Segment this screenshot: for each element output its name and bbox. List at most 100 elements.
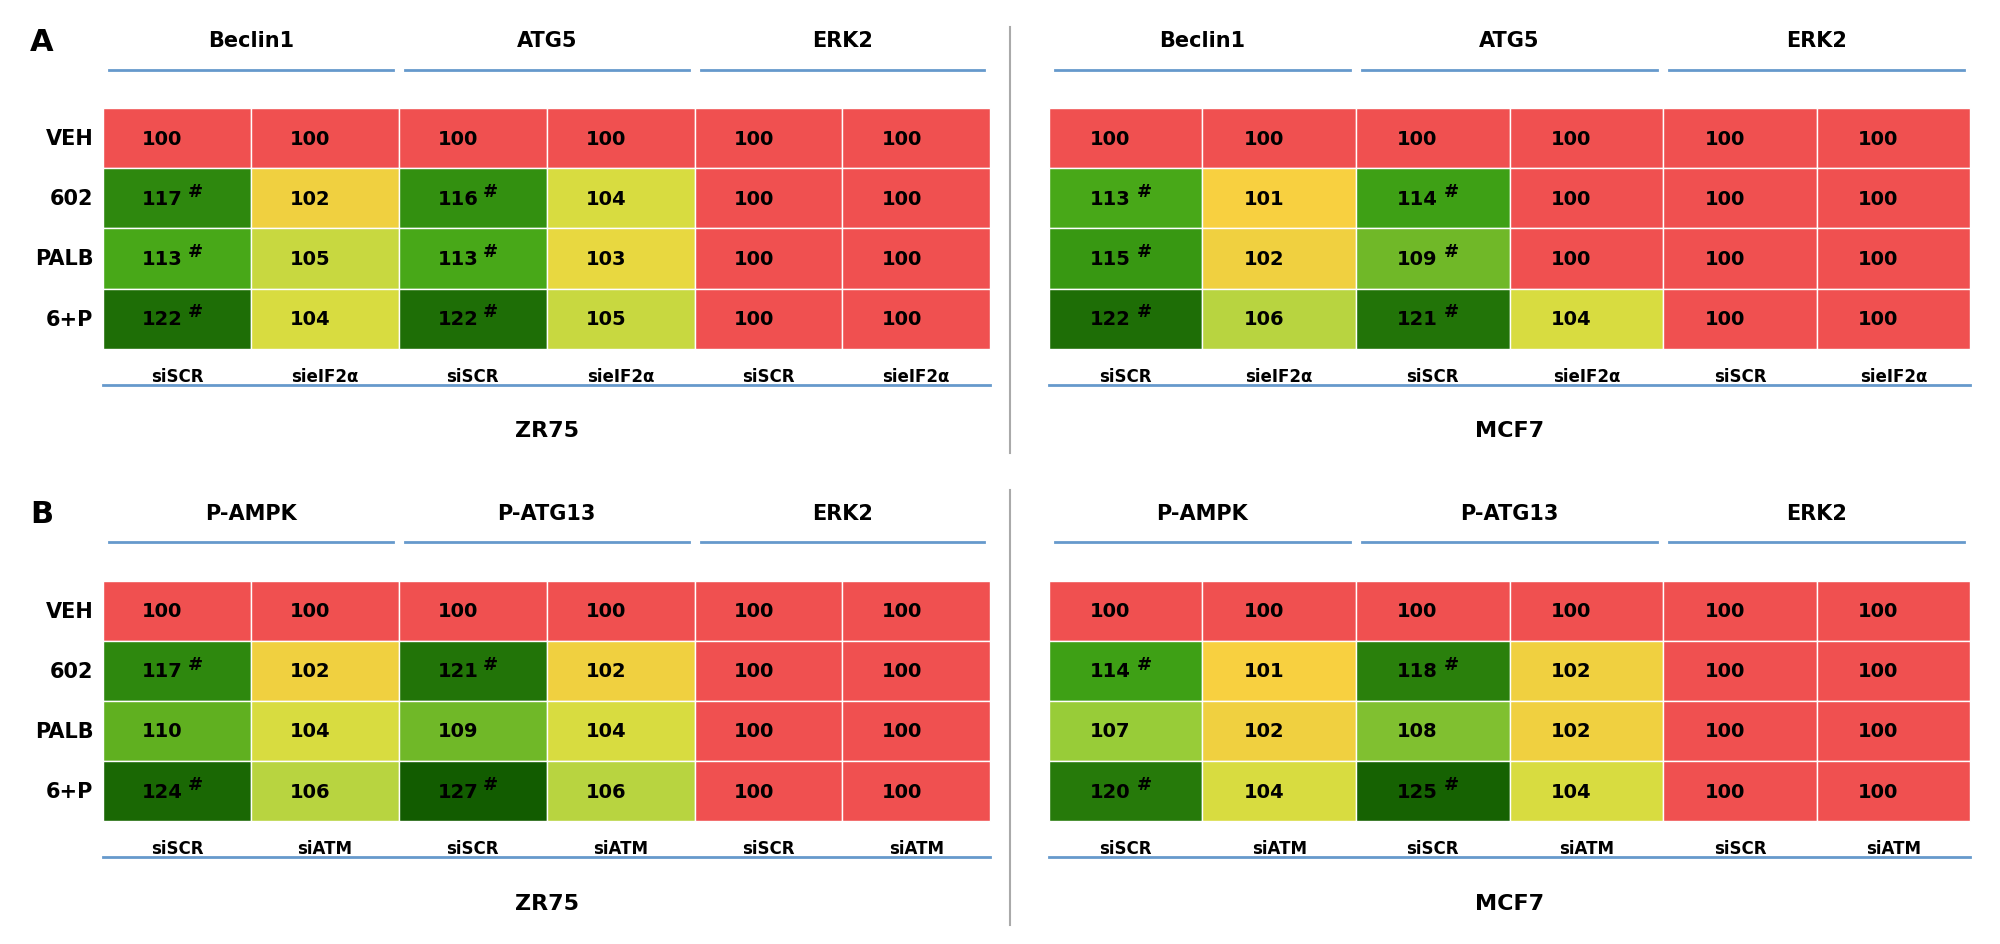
FancyBboxPatch shape: [1048, 169, 1202, 229]
FancyBboxPatch shape: [252, 641, 398, 701]
FancyBboxPatch shape: [104, 229, 252, 289]
FancyBboxPatch shape: [1048, 229, 1202, 289]
FancyBboxPatch shape: [1816, 761, 1970, 821]
Text: siSCR: siSCR: [1100, 367, 1152, 385]
FancyBboxPatch shape: [694, 289, 842, 349]
FancyBboxPatch shape: [1510, 582, 1664, 641]
FancyBboxPatch shape: [398, 229, 546, 289]
FancyBboxPatch shape: [842, 289, 990, 349]
FancyBboxPatch shape: [1816, 582, 1970, 641]
Text: P-AMPK: P-AMPK: [1156, 503, 1248, 523]
Text: 106: 106: [586, 782, 626, 801]
Text: #: #: [1136, 183, 1152, 201]
FancyBboxPatch shape: [252, 289, 398, 349]
FancyBboxPatch shape: [842, 641, 990, 701]
Text: 100: 100: [1704, 190, 1744, 209]
Text: 100: 100: [1704, 662, 1744, 681]
Text: 100: 100: [734, 782, 774, 801]
Text: 117: 117: [142, 190, 182, 209]
FancyBboxPatch shape: [1816, 641, 1970, 701]
FancyBboxPatch shape: [1048, 761, 1202, 821]
Text: #: #: [1136, 775, 1152, 793]
FancyBboxPatch shape: [1202, 110, 1356, 169]
FancyBboxPatch shape: [546, 229, 694, 289]
Text: 102: 102: [1550, 662, 1592, 681]
Text: 122: 122: [1090, 310, 1130, 329]
FancyBboxPatch shape: [694, 169, 842, 229]
Text: 100: 100: [734, 662, 774, 681]
FancyBboxPatch shape: [1664, 289, 1816, 349]
Text: ATG5: ATG5: [1480, 31, 1540, 51]
FancyBboxPatch shape: [398, 641, 546, 701]
Text: Beclin1: Beclin1: [1160, 31, 1246, 51]
Text: P-ATG13: P-ATG13: [498, 503, 596, 523]
FancyBboxPatch shape: [1048, 701, 1202, 761]
Text: #: #: [1136, 243, 1152, 261]
FancyBboxPatch shape: [252, 701, 398, 761]
Text: 100: 100: [1398, 129, 1438, 148]
Text: VEH: VEH: [46, 601, 94, 621]
FancyBboxPatch shape: [1510, 641, 1664, 701]
Text: 100: 100: [1704, 250, 1744, 269]
FancyBboxPatch shape: [1664, 641, 1816, 701]
Text: 104: 104: [586, 190, 626, 209]
Text: 102: 102: [1244, 250, 1284, 269]
Text: 100: 100: [1858, 662, 1898, 681]
Text: #: #: [484, 183, 498, 201]
Text: 109: 109: [438, 722, 478, 741]
FancyBboxPatch shape: [1356, 169, 1510, 229]
Text: #: #: [484, 655, 498, 673]
Text: 113: 113: [438, 250, 478, 269]
Text: ERK2: ERK2: [812, 503, 872, 523]
FancyBboxPatch shape: [1202, 761, 1356, 821]
Text: #: #: [484, 303, 498, 321]
FancyBboxPatch shape: [1202, 289, 1356, 349]
Text: 6+P: 6+P: [46, 310, 94, 329]
Text: 100: 100: [734, 190, 774, 209]
Text: 114: 114: [1090, 662, 1130, 681]
Text: 107: 107: [1090, 722, 1130, 741]
Text: siSCR: siSCR: [1406, 367, 1460, 385]
FancyBboxPatch shape: [1356, 229, 1510, 289]
Text: 104: 104: [290, 310, 330, 329]
FancyBboxPatch shape: [694, 761, 842, 821]
Text: ATG5: ATG5: [516, 31, 578, 51]
FancyBboxPatch shape: [1356, 110, 1510, 169]
Text: 104: 104: [1550, 782, 1592, 801]
Text: 100: 100: [586, 601, 626, 620]
FancyBboxPatch shape: [1510, 289, 1664, 349]
Text: 108: 108: [1398, 722, 1438, 741]
FancyBboxPatch shape: [398, 289, 546, 349]
FancyBboxPatch shape: [252, 582, 398, 641]
Text: A: A: [30, 27, 54, 57]
Text: sieIF2α: sieIF2α: [586, 367, 654, 385]
Text: 117: 117: [142, 662, 182, 681]
Text: 100: 100: [882, 310, 922, 329]
Text: siSCR: siSCR: [742, 839, 794, 857]
Text: ZR75: ZR75: [514, 893, 578, 913]
FancyBboxPatch shape: [842, 761, 990, 821]
FancyBboxPatch shape: [1816, 229, 1970, 289]
FancyBboxPatch shape: [398, 169, 546, 229]
Text: sieIF2α: sieIF2α: [1860, 367, 1928, 385]
Text: 102: 102: [1550, 722, 1592, 741]
FancyBboxPatch shape: [1202, 641, 1356, 701]
FancyBboxPatch shape: [546, 701, 694, 761]
Text: siSCR: siSCR: [742, 367, 794, 385]
Text: #: #: [1444, 243, 1458, 261]
FancyBboxPatch shape: [546, 169, 694, 229]
Text: ERK2: ERK2: [812, 31, 872, 51]
FancyBboxPatch shape: [252, 761, 398, 821]
FancyBboxPatch shape: [546, 582, 694, 641]
Text: 100: 100: [1244, 129, 1284, 148]
Text: 105: 105: [586, 310, 626, 329]
Text: 113: 113: [1090, 190, 1130, 209]
Text: #: #: [1136, 303, 1152, 321]
Text: 102: 102: [586, 662, 626, 681]
Text: 100: 100: [882, 250, 922, 269]
Text: 100: 100: [1090, 129, 1130, 148]
FancyBboxPatch shape: [1356, 289, 1510, 349]
Text: P-AMPK: P-AMPK: [206, 503, 296, 523]
Text: 100: 100: [734, 129, 774, 148]
FancyBboxPatch shape: [546, 289, 694, 349]
